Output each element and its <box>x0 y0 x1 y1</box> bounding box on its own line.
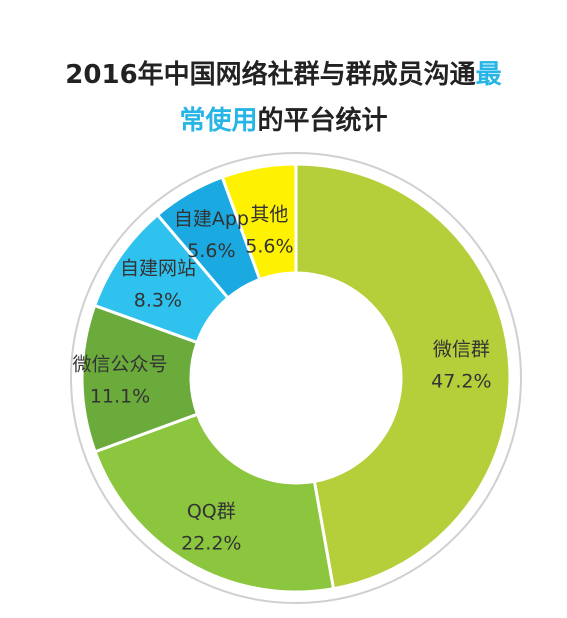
title-text-2: 的平台统计 <box>257 106 388 136</box>
category-label-other: 其他 <box>250 203 288 225</box>
title-text-1: 2016年中国网络社群与群成员沟通 <box>65 60 476 90</box>
category-label-wechat-official: 微信公众号 <box>72 354 167 376</box>
category-label-self-built-app: 自建App <box>174 208 249 230</box>
title-line-2: 常使用的平台统计 <box>0 98 567 144</box>
value-label-other: 5.6% <box>245 235 293 257</box>
category-label-self-built-site: 自建网站 <box>120 257 196 279</box>
title-line-1: 2016年中国网络社群与群成员沟通最 <box>0 52 567 98</box>
value-label-wechat-group: 47.2% <box>431 370 491 392</box>
category-label-qq-group: QQ群 <box>187 500 236 522</box>
category-label-wechat-group: 微信群 <box>433 338 490 360</box>
chart-title: 2016年中国网络社群与群成员沟通最 常使用的平台统计 <box>0 52 567 144</box>
labels-group: 微信群 47.2% QQ群 22.2% 微信公众号 11.1% 自建网站 8.3% 自建App 5… <box>72 203 491 554</box>
value-label-wechat-official: 11.1% <box>90 386 150 408</box>
value-label-self-built-site: 8.3% <box>134 289 182 311</box>
value-label-self-built-app: 5.6% <box>187 240 235 262</box>
title-highlight-2: 常使用 <box>179 106 258 136</box>
title-highlight-1: 最 <box>475 60 502 90</box>
value-label-qq-group: 22.2% <box>181 532 241 554</box>
donut-hole <box>191 273 401 483</box>
